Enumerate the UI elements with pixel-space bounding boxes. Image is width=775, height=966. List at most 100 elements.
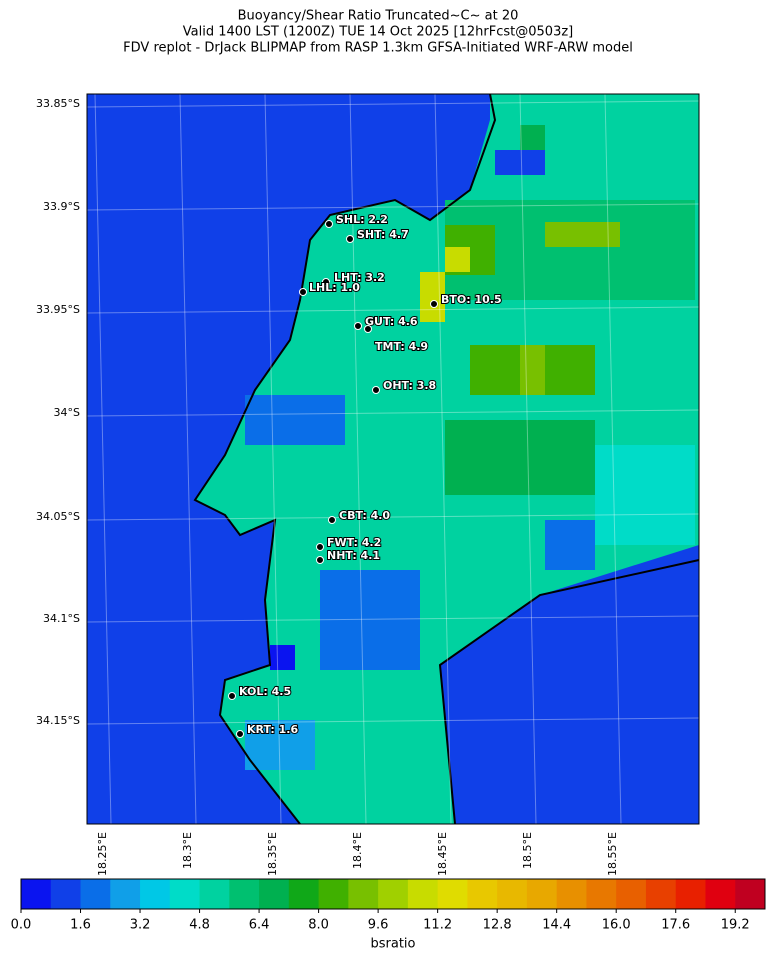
colorbar-tick-label: 9.6 xyxy=(368,918,389,933)
station-label: KOL: 4.5 xyxy=(239,685,291,698)
station-label: CBT: 4.0 xyxy=(339,509,390,522)
colorbar-swatch xyxy=(288,879,320,909)
lon-line xyxy=(264,93,282,825)
lon-line xyxy=(179,93,197,825)
colorbar-tick-label: 3.2 xyxy=(130,918,151,933)
station-label: SHL: 2.2 xyxy=(336,213,388,226)
station-label: OHT: 3.8 xyxy=(383,379,436,392)
lat-line xyxy=(86,615,700,623)
lon-label: 18.45°E xyxy=(436,832,449,876)
colorbar-tick-label: 0.0 xyxy=(11,918,32,933)
colorbar-frame xyxy=(20,878,766,910)
colorbar-tick-label: 17.6 xyxy=(661,918,690,933)
lat-line xyxy=(86,717,700,725)
colorbar-swatch xyxy=(407,879,439,909)
colorbar-swatch xyxy=(169,879,201,909)
lon-label: 18.4°E xyxy=(351,832,364,869)
colorbar-tick-label: 1.6 xyxy=(70,918,91,933)
lat-line xyxy=(86,306,700,314)
lat-label: 34.05°S xyxy=(36,510,80,523)
title: Buoyancy/Shear Ratio Truncated~C~ at 20 … xyxy=(123,9,633,56)
colorbar-swatch xyxy=(229,879,260,909)
colorbar-swatch xyxy=(199,879,230,909)
colorbar-swatch xyxy=(497,879,528,909)
lon-line xyxy=(519,93,537,825)
title-line: Valid 1400 LST (1200Z) TUE 14 Oct 2025 [… xyxy=(183,25,573,40)
colorbar-tick-label: 14.4 xyxy=(542,918,571,933)
lat-line xyxy=(86,513,700,521)
colorbar-swatch xyxy=(50,879,82,909)
colorbar-swatch xyxy=(21,879,52,909)
colorbar-tick-label: 4.8 xyxy=(189,918,210,933)
map: 33.85°S 33.9°S 33.95°S 34°S 34.05°S 34.1°S 34.… xyxy=(36,93,700,876)
lat-label: 33.95°S xyxy=(36,303,80,316)
coastline xyxy=(438,559,700,825)
colorbar-swatch xyxy=(80,879,111,909)
colorbar-swatch xyxy=(110,879,141,909)
lon-label: 18.35°E xyxy=(266,832,279,876)
colorbar-swatch xyxy=(586,879,617,909)
colorbar-swatch xyxy=(437,879,468,909)
colorbar-tick-label: 12.8 xyxy=(483,918,512,933)
station-dot xyxy=(299,288,307,296)
lat-line xyxy=(86,100,700,108)
lat-line xyxy=(86,409,700,417)
station-label: GUT: 4.6 xyxy=(365,315,418,328)
lon-label: 18.5°E xyxy=(521,832,534,869)
station-dot xyxy=(236,730,244,738)
field-patches xyxy=(245,125,695,770)
colorbar-swatch xyxy=(705,879,736,909)
colorbar-tick-label: 19.2 xyxy=(721,918,750,933)
lat-label: 34.15°S xyxy=(36,714,80,727)
title-line: Buoyancy/Shear Ratio Truncated~C~ at 20 xyxy=(238,9,519,24)
station-dot xyxy=(372,386,380,394)
station-dot xyxy=(325,220,333,228)
station-dot xyxy=(322,278,330,286)
station-dot xyxy=(430,300,438,308)
lon-label: 18.25°E xyxy=(96,832,109,876)
colorbar-swatch xyxy=(140,879,171,909)
coastline xyxy=(193,93,497,825)
lon-line xyxy=(349,93,367,825)
colorbar: bsratio 0.0 1.6 3.2 4.8 6.4 8.0 9.6 11.2 12.8 14.… xyxy=(11,878,766,952)
lat-label: 34°S xyxy=(54,406,80,419)
lon-line xyxy=(94,93,112,825)
title-line: FDV replot - DrJack BLIPMAP from RASP 1.… xyxy=(123,41,633,56)
map-frame xyxy=(86,93,700,825)
station-label: KRT: 1.6 xyxy=(247,723,298,736)
colorbar-swatch xyxy=(675,879,706,909)
colorbar-swatch xyxy=(645,879,677,909)
colorbar-swatch xyxy=(526,879,558,909)
lon-line xyxy=(434,93,452,825)
colorbar-swatch xyxy=(467,879,498,909)
lat-label: 33.9°S xyxy=(43,200,80,213)
station-label: FWT: 4.2 xyxy=(327,536,381,549)
lon-line xyxy=(604,93,622,825)
colorbar-swatch xyxy=(348,879,379,909)
colorbar-tick-label: 11.2 xyxy=(423,918,452,933)
lon-label: 18.55°E xyxy=(606,832,619,876)
colorbar-swatch xyxy=(616,879,647,909)
station-label: LHL: 1.0 xyxy=(309,281,360,294)
colorbar-swatch xyxy=(378,879,409,909)
lat-label: 34.1°S xyxy=(43,612,80,625)
station-dot xyxy=(228,692,236,700)
lat-line xyxy=(86,203,700,211)
station-label: TMT: 4.9 xyxy=(375,340,428,353)
station-label: LHT: 3.2 xyxy=(334,271,385,284)
station-dot xyxy=(364,325,372,333)
station-dot xyxy=(354,322,362,330)
lat-label: 33.85°S xyxy=(36,97,80,110)
station-label: BTO: 10.5 xyxy=(441,293,502,306)
colorbar-tick-label: 16.0 xyxy=(602,918,631,933)
graticule: 33.85°S 33.9°S 33.95°S 34°S 34.05°S 34.1°S 34.… xyxy=(36,93,700,876)
lon-label: 18.3°E xyxy=(181,832,194,869)
station-label: NHT: 4.1 xyxy=(327,549,380,562)
station-dot xyxy=(316,556,324,564)
station-dot xyxy=(316,543,324,551)
colorbar-tick-label: 6.4 xyxy=(249,918,270,933)
colorbar-swatch xyxy=(735,879,766,909)
colorbar-swatch xyxy=(318,879,349,909)
